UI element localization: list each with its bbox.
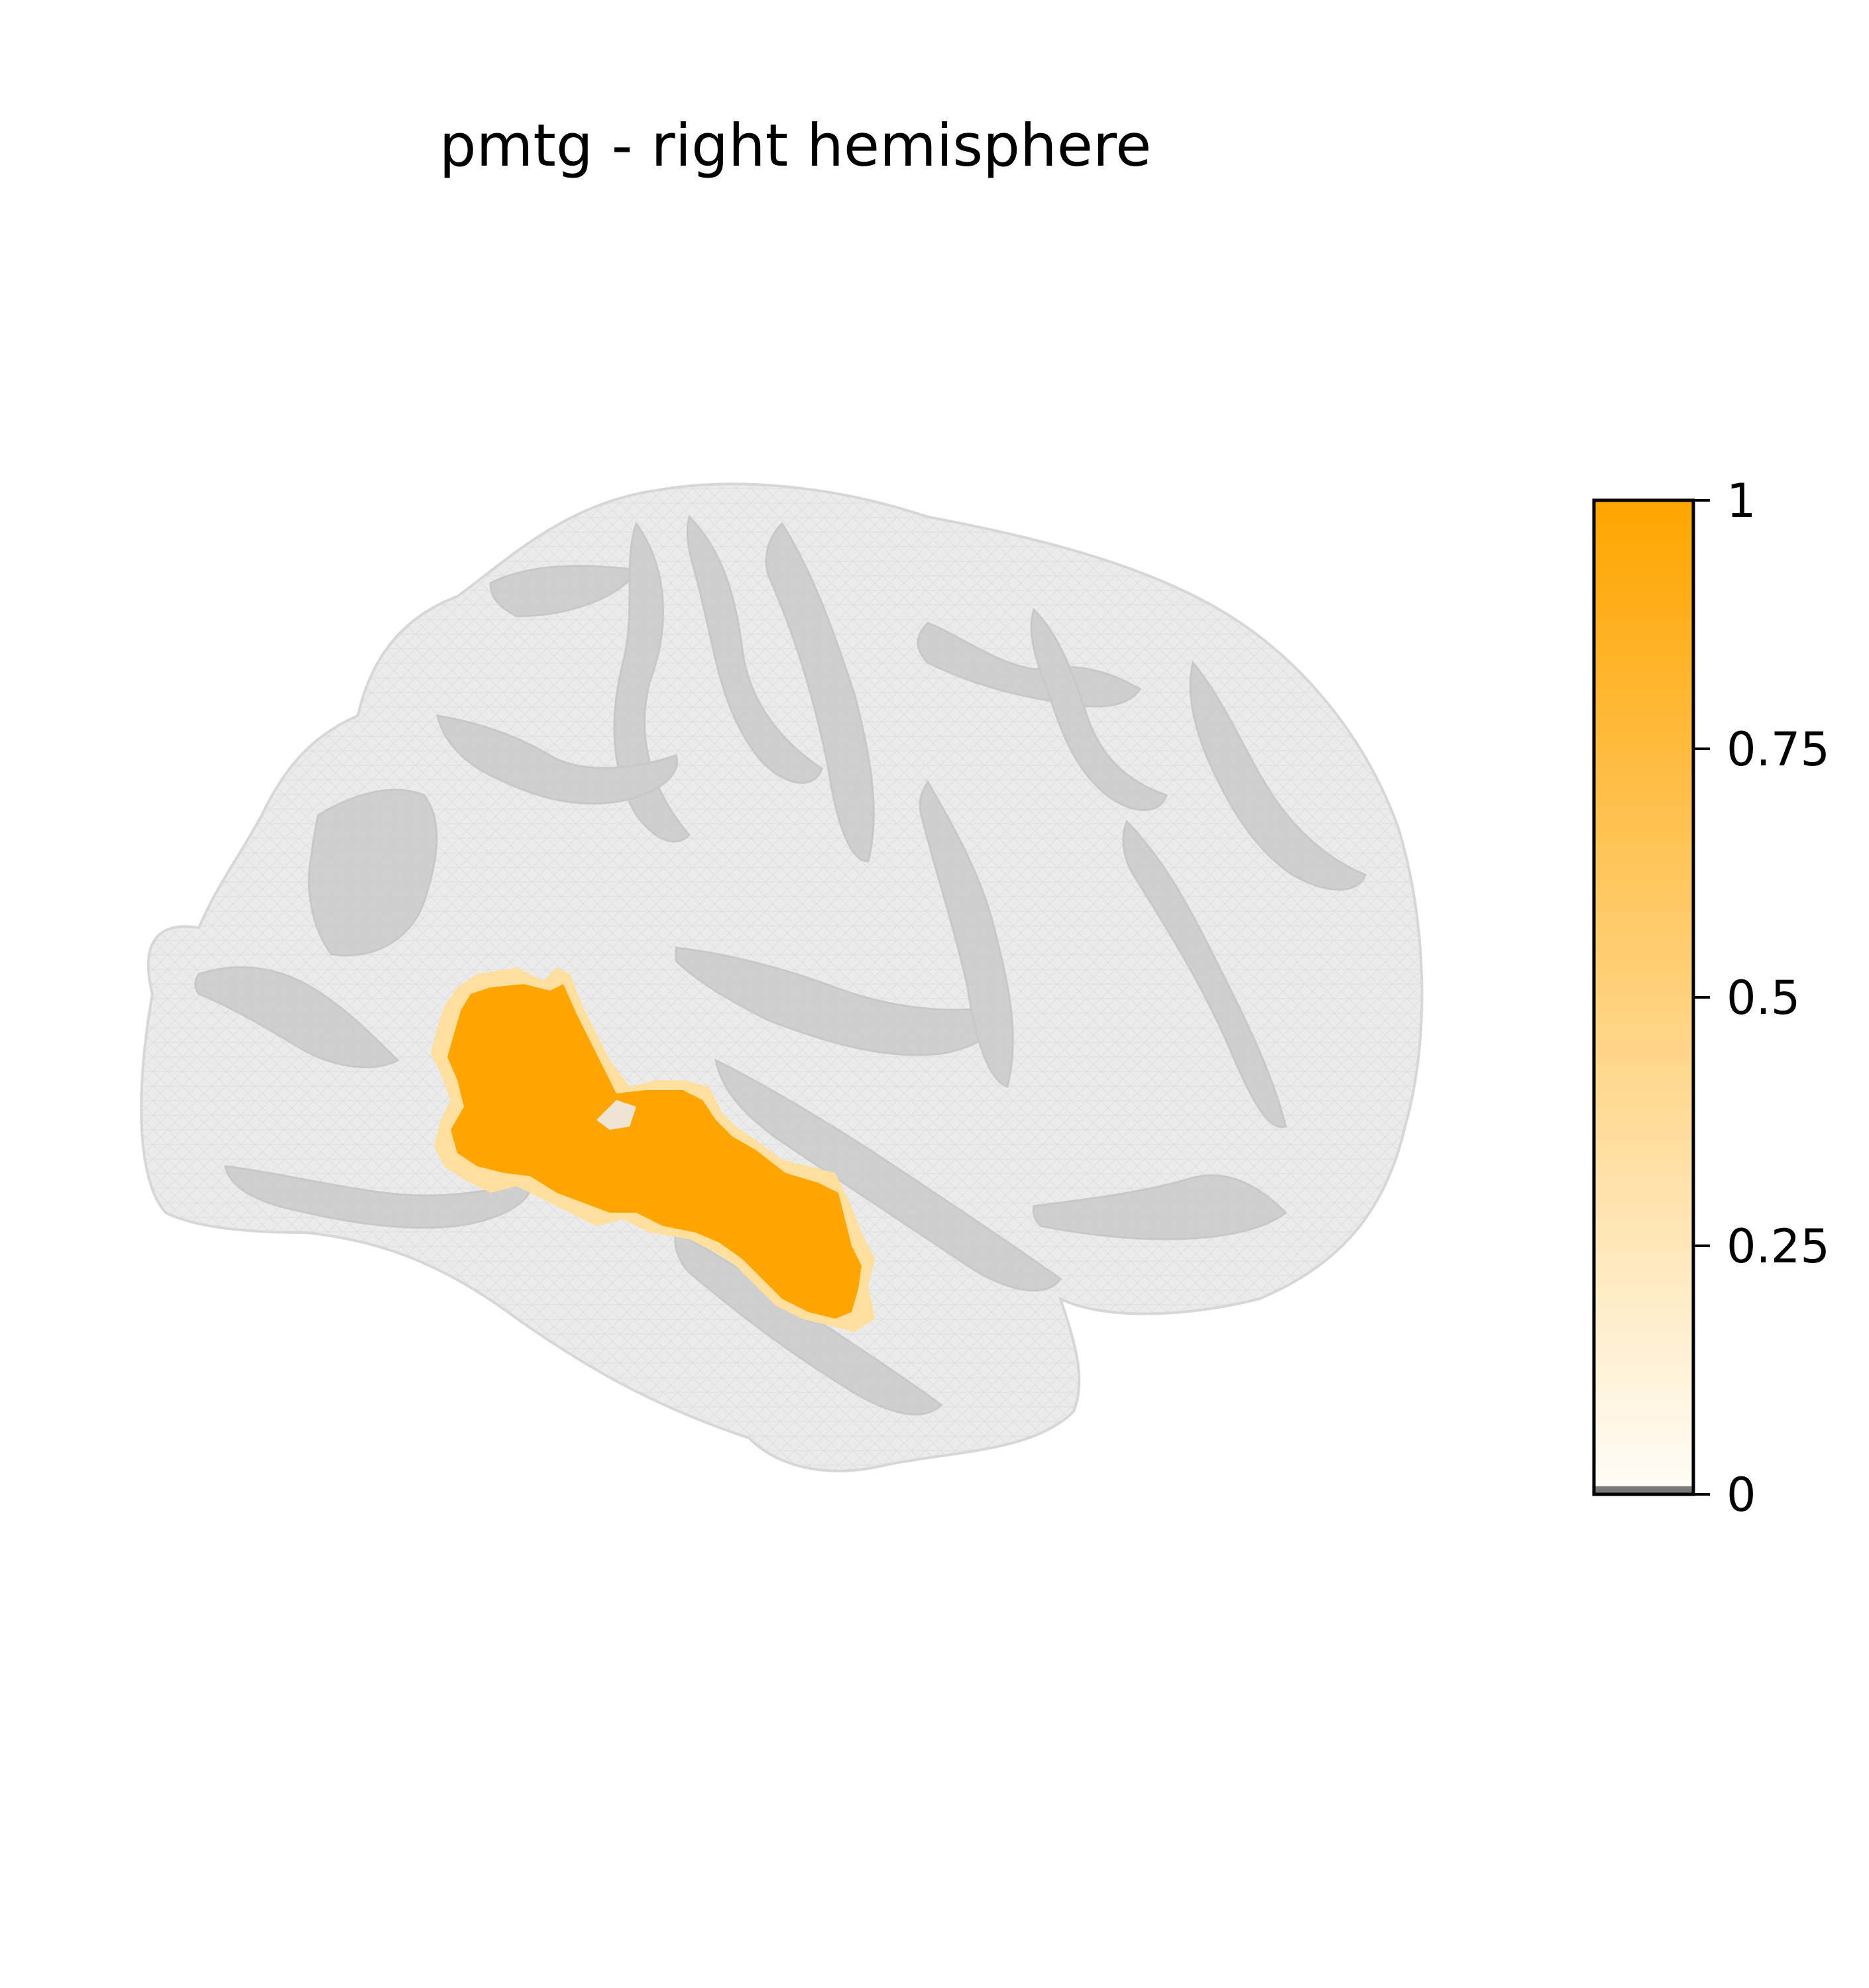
colorbar-zero-band: [1594, 1486, 1693, 1494]
colorbar-ticks: 0 0.25 0.5 0.75 1: [1693, 474, 1830, 1522]
colorbar-tick-label: 0.25: [1727, 1219, 1830, 1274]
highlighted-region-pmtg: [431, 967, 875, 1332]
colorbar: 0 0.25 0.5 0.75 1: [1592, 474, 1830, 1522]
colorbar-gradient: [1594, 500, 1693, 1494]
brain-sulci: [194, 515, 1367, 1415]
region-core: [447, 984, 862, 1319]
colorbar-tick-label: 0: [1727, 1468, 1756, 1522]
figure-title: pmtg - right hemisphere: [439, 111, 1151, 180]
region-notch: [596, 1100, 636, 1130]
colorbar-tick-label: 1: [1727, 474, 1756, 528]
colorbar-tick-label: 0.5: [1727, 971, 1800, 1025]
brain-surface: [140, 482, 1424, 1472]
colorbar-tick-label: 0.75: [1727, 722, 1830, 777]
